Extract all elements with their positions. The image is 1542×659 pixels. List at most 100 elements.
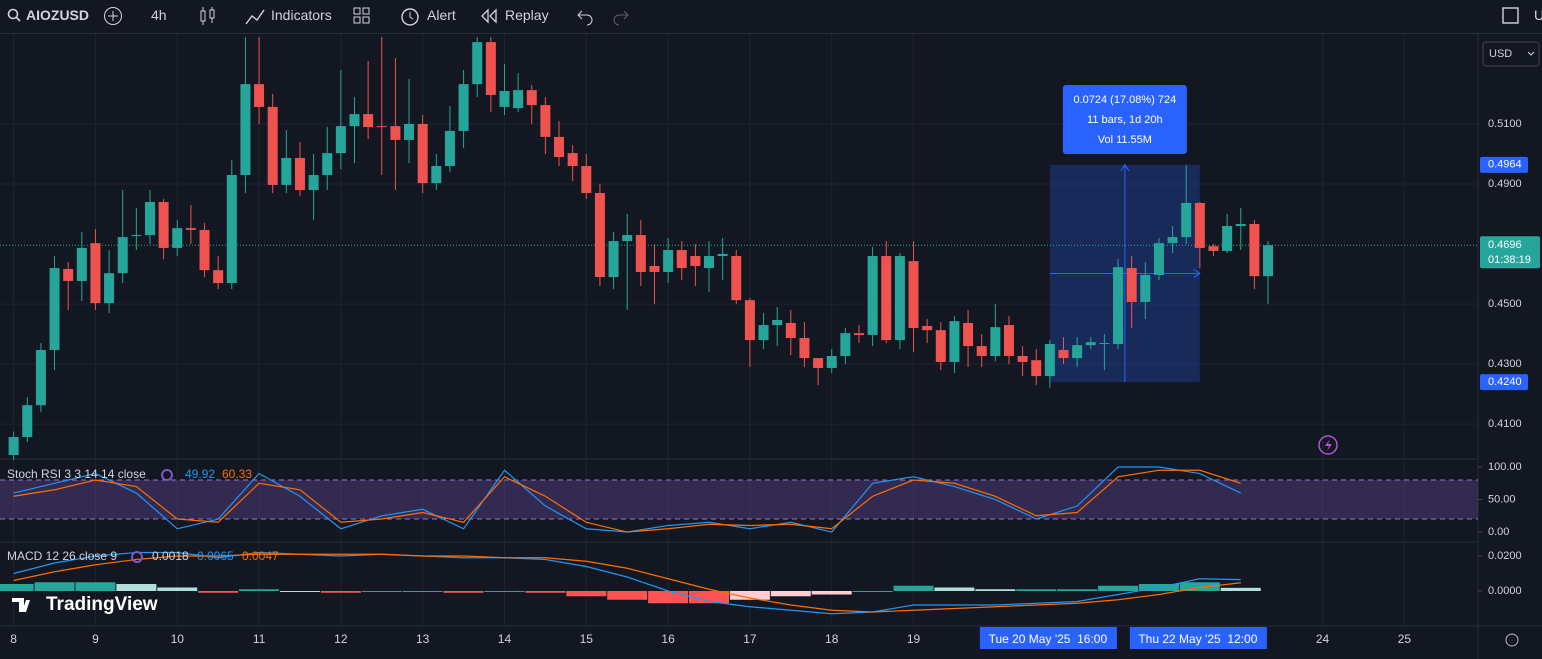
x-tick-label: 24 <box>1316 632 1330 646</box>
x-tick-label: 13 <box>416 632 430 646</box>
x-tick-label: 16 <box>661 632 675 646</box>
candle-body <box>976 346 987 356</box>
histogram-bar <box>157 587 198 591</box>
indicator-icon <box>131 551 143 563</box>
settings[interactable] <box>1505 633 1519 647</box>
candle-body <box>567 153 578 167</box>
candle-body <box>376 126 387 128</box>
candle-body <box>594 193 605 278</box>
histogram-bar <box>116 584 157 591</box>
candle-body <box>131 235 142 237</box>
candle-body <box>1126 268 1137 302</box>
histogram-bar <box>934 587 975 591</box>
candle-body <box>1031 360 1042 377</box>
interval[interactable]: 4h <box>151 7 167 23</box>
replay[interactable]: Replay <box>505 7 549 23</box>
candle-body <box>704 256 715 269</box>
last-price-box <box>1480 236 1540 269</box>
histogram-bar <box>689 590 730 604</box>
histogram-bar <box>1179 582 1220 591</box>
fullscreen[interactable] <box>1502 6 1520 26</box>
candle-body <box>963 322 974 347</box>
histogram-bar <box>729 590 770 600</box>
time-label-box <box>979 627 1117 649</box>
alert-icon[interactable] <box>399 6 421 28</box>
x-tick-label: 8 <box>10 632 17 646</box>
indicator-line <box>13 551 1241 615</box>
x-tick-label: 18 <box>825 632 839 646</box>
histogram-bar <box>34 582 75 591</box>
candle-body <box>199 229 210 271</box>
candle-body <box>1167 237 1178 244</box>
y-tick-label: 0.0200 <box>1488 550 1522 562</box>
symbol[interactable]: AIOZUSD <box>26 7 89 23</box>
candle-body <box>1153 243 1164 275</box>
histogram-bar <box>852 590 893 592</box>
candle-body <box>744 300 755 341</box>
histogram-bar <box>811 590 852 595</box>
candle-body <box>1072 345 1083 359</box>
candle-body <box>540 105 551 137</box>
candle-body <box>390 126 401 140</box>
time-label: Tue 20 May '25 16:00 <box>989 632 1108 646</box>
histogram-bar <box>361 590 402 592</box>
alert[interactable]: Alert <box>427 7 456 23</box>
candle-body <box>853 333 864 335</box>
candle-body <box>417 124 428 184</box>
candle-body <box>404 124 415 140</box>
histogram-bar <box>279 590 320 592</box>
indicators-icon[interactable] <box>244 6 266 26</box>
candle-body <box>49 268 60 350</box>
indicator-line <box>13 469 1241 533</box>
currency-select[interactable] <box>1482 41 1540 67</box>
arrow-head <box>1120 163 1130 172</box>
redo[interactable] <box>612 6 630 26</box>
candle-body <box>1017 355 1028 362</box>
candle-body <box>1044 343 1055 377</box>
candle-body <box>1058 349 1069 359</box>
histogram-bar <box>484 590 525 592</box>
undo[interactable] <box>576 6 594 26</box>
add-symbol[interactable] <box>103 6 123 26</box>
x-tick-label: 15 <box>580 632 594 646</box>
histogram-bar <box>770 590 811 597</box>
indicator-value: 49.92 <box>185 467 215 481</box>
y-tick-label: 0.00 <box>1488 526 1509 538</box>
search-icon[interactable] <box>7 6 21 26</box>
countdown: 01:38:19 <box>1488 254 1531 266</box>
candle-body <box>294 157 305 191</box>
candle-body <box>622 235 633 242</box>
price-label: 0.4240 <box>1488 376 1522 388</box>
user[interactable]: U <box>1534 7 1542 23</box>
candle-body <box>785 322 796 338</box>
layout-icon[interactable] <box>353 6 371 26</box>
indicator-value: 0.0065 <box>197 549 234 563</box>
candle-body <box>213 270 224 284</box>
histogram-bar <box>443 590 484 593</box>
candle-body <box>758 325 769 341</box>
price-label-box <box>1480 156 1528 173</box>
indicator-title: Stoch RSI 3 3 14 14 close <box>7 467 146 481</box>
candle-body <box>240 84 251 176</box>
candle-body <box>1003 325 1014 356</box>
dropdown-arrow <box>1527 51 1535 56</box>
candle-body <box>63 268 74 281</box>
measure-label: 0.0724 (17.08%) 724 <box>1073 94 1176 106</box>
candle-body <box>1249 223 1260 277</box>
candle-body <box>1235 223 1246 227</box>
logo-text: TradingView <box>46 594 158 615</box>
candle-body <box>1140 274 1151 302</box>
candle-body <box>308 175 319 191</box>
alert-icon[interactable] <box>1318 435 1338 455</box>
candle-body <box>635 235 646 272</box>
indicators[interactable]: Indicators <box>271 7 332 23</box>
candle-body <box>472 42 483 85</box>
candle-body <box>554 136 565 158</box>
candle-body <box>144 202 155 236</box>
x-tick-label: 10 <box>171 632 185 646</box>
chart-style[interactable] <box>199 6 217 26</box>
candle-body <box>8 436 19 455</box>
x-tick-label: 17 <box>743 632 757 646</box>
replay-icon[interactable] <box>479 6 499 26</box>
indicator-title: MACD 12 26 close 9 <box>7 549 117 563</box>
